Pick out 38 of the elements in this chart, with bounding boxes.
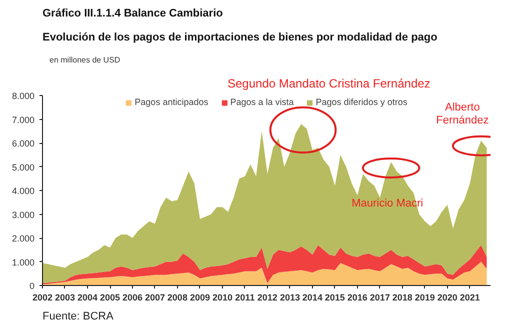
- x-tick-label: 2002: [32, 292, 53, 302]
- annotation: Alberto Fernández: [436, 101, 489, 127]
- y-tick-label: 5.000: [12, 162, 35, 172]
- x-tick-label: 2012: [257, 292, 278, 302]
- x-tick-label: 2007: [144, 292, 165, 302]
- y-tick-label: 7.000: [12, 114, 35, 125]
- y-axis-title: en millones de USD: [50, 56, 120, 64]
- y-tick-label: 1.000: [12, 257, 35, 268]
- x-tick-label: 2019: [414, 292, 435, 302]
- legend-label: Pagos a la vista: [230, 97, 294, 107]
- x-tick-label: 2014: [302, 292, 322, 302]
- y-tick-label: 8.000: [12, 91, 35, 101]
- x-tick-label: 2011: [235, 292, 255, 302]
- legend-label: Pagos anticipados: [134, 97, 208, 107]
- x-tick-label: 2013: [280, 292, 300, 302]
- chart-subtitle: Evolución de los pagos de importaciones de bienes por modalidad de pago: [42, 32, 438, 44]
- legend-label: Pagos diferidos y otros: [316, 97, 408, 107]
- x-tick-label: 2003: [54, 292, 75, 302]
- x-tick-label: 2018: [392, 292, 412, 302]
- chart-title: Gráfico III.1.1.4 Balance Cambiario: [42, 8, 224, 20]
- y-tick-label: 2.000: [12, 234, 35, 244]
- x-tick-label: 2006: [122, 292, 142, 302]
- x-tick-label: 2009: [190, 292, 210, 302]
- y-tick-label: 0: [29, 281, 35, 291]
- x-tick-label: 2015: [324, 292, 345, 302]
- text: Segundo Mandato Cristina Fernández: [228, 76, 430, 90]
- y-tick-label: 3.000: [12, 210, 35, 220]
- y-tick-label: 4.000: [12, 186, 35, 196]
- x-tick-label: 2008: [167, 292, 188, 302]
- y-tick-label: 6.000: [12, 138, 35, 148]
- x-tick-label: 2010: [212, 292, 232, 302]
- source-note: Fuente: BCRA: [42, 310, 114, 322]
- x-tick-label: 2020: [437, 292, 458, 302]
- x-tick-label: 2021: [460, 292, 480, 302]
- x-tick-label: 2004: [77, 292, 98, 302]
- x-tick-label: 2016: [347, 292, 368, 302]
- x-tick-label: 2005: [100, 292, 120, 302]
- x-tick-label: 2017: [370, 292, 390, 302]
